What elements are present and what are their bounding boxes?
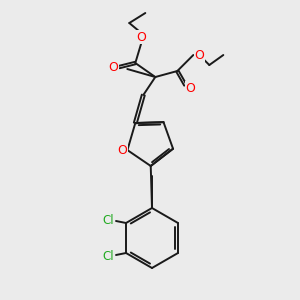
Text: O: O xyxy=(194,49,204,62)
Text: Cl: Cl xyxy=(102,250,114,262)
Text: O: O xyxy=(108,61,118,74)
Text: O: O xyxy=(136,31,146,44)
Text: Cl: Cl xyxy=(102,214,114,226)
Text: O: O xyxy=(118,144,127,157)
Text: O: O xyxy=(185,82,195,94)
